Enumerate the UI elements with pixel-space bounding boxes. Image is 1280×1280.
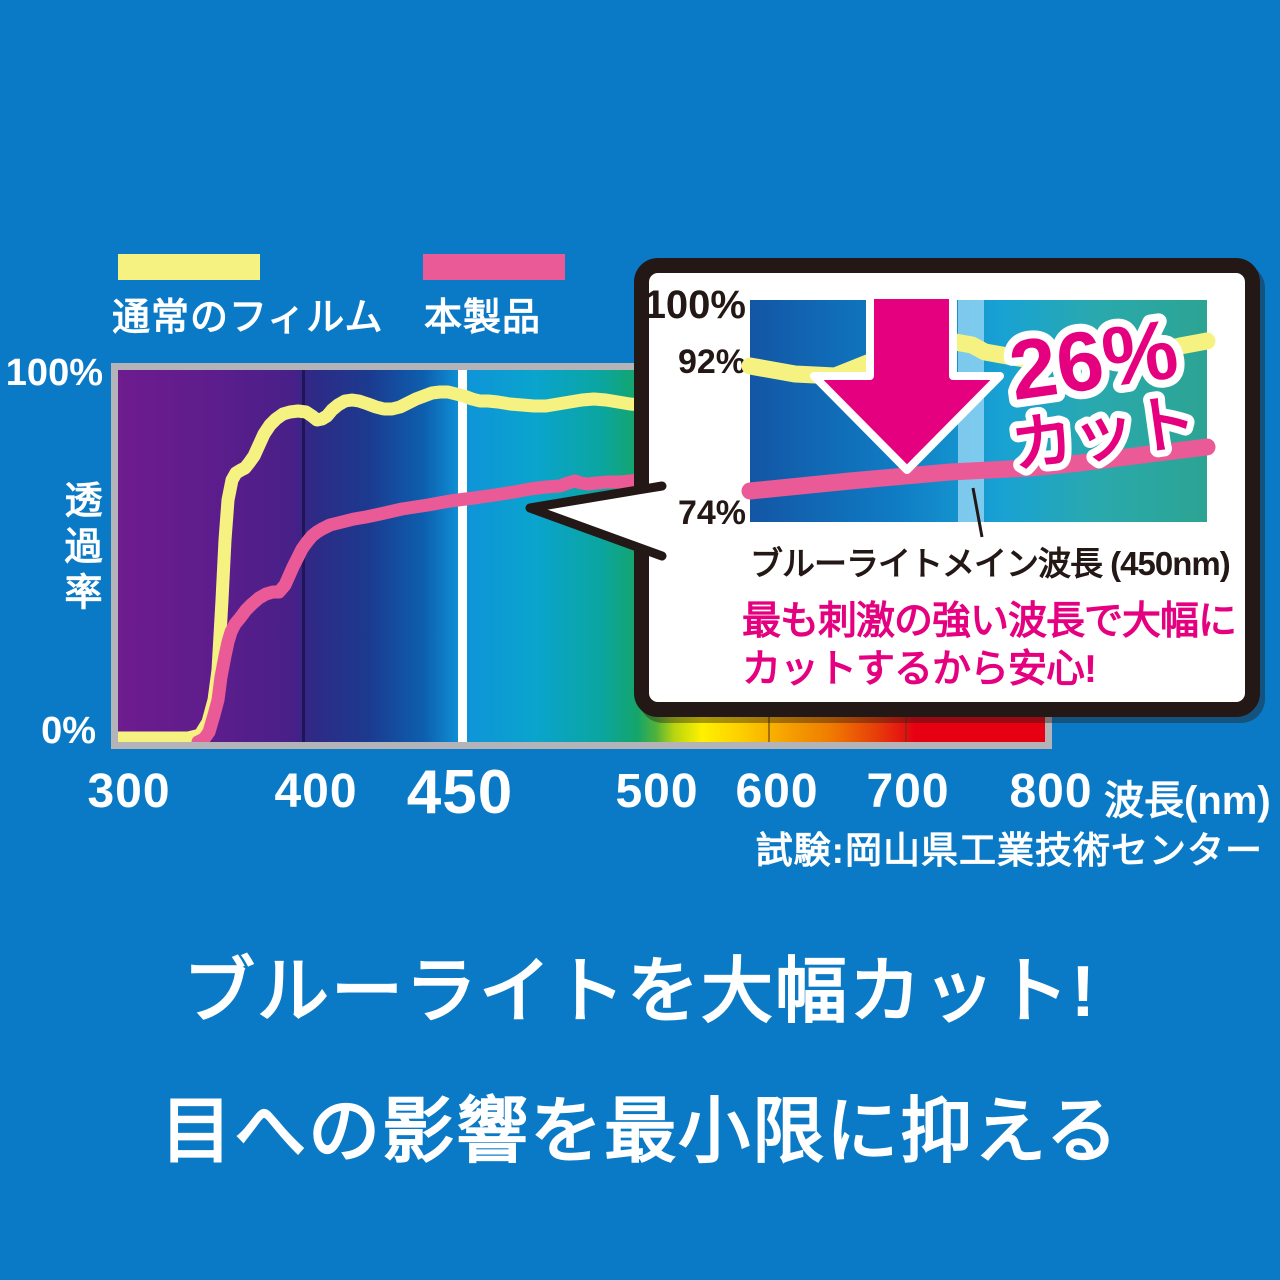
wavelength-caption: ブルーライトメイン波長 (450nm) <box>750 545 1231 582</box>
legend-swatch-normal-film <box>118 254 260 280</box>
cut-badge: 26% カット <box>996 293 1208 488</box>
cut-down-arrow-icon <box>810 291 1004 474</box>
callout-tail <box>525 481 667 561</box>
callout-label-100: 100% <box>643 283 746 327</box>
x-tick-600: 600 <box>735 765 819 818</box>
test-source-caption: 試験:岡山県工業技術センター <box>755 830 1263 871</box>
callout-tail-shape <box>525 481 667 561</box>
callout-note-line1: 最も刺激の強い波長で大幅に <box>742 600 1237 643</box>
marker-line-450nm <box>458 370 467 742</box>
curve-product <box>191 473 649 742</box>
leader-line-stroke <box>971 487 984 538</box>
legend-swatch-product <box>423 254 565 280</box>
tagline-line1: ブルーライトを大幅カット! <box>183 952 1097 1032</box>
mini-chart-drawing: 26% カット <box>741 291 1216 522</box>
curve-normal-film <box>118 385 649 742</box>
tick-600nm <box>768 702 770 742</box>
y-axis-title: 透過率 <box>58 480 100 618</box>
callout-mini-chart: 26% カット <box>741 291 1216 522</box>
tagline-line2: 目への影響を最小限に抑える <box>160 1092 1120 1172</box>
x-tick-450: 450 <box>406 758 514 827</box>
tick-700nm <box>905 702 907 742</box>
callout-note-line2: カットするから安心! <box>742 648 1097 691</box>
transmittance-curves <box>118 385 649 742</box>
callout-label-74: 74% <box>677 494 746 532</box>
x-tick-300: 300 <box>87 765 171 818</box>
legend-label-product: 本製品 <box>424 297 542 339</box>
leader-line <box>971 487 984 538</box>
y-axis-min-label: 0% <box>41 710 96 752</box>
x-axis-unit-label: 波長(nm) <box>1104 779 1271 823</box>
mini-curve-product <box>741 438 1216 500</box>
x-tick-500: 500 <box>615 765 699 818</box>
x-tick-800: 800 <box>1009 765 1093 818</box>
legend-label-normal-film: 通常のフィルム <box>112 297 384 339</box>
x-tick-400: 400 <box>274 765 358 818</box>
callout-label-92: 92% <box>677 343 746 381</box>
x-tick-700: 700 <box>866 765 950 818</box>
y-axis-max-label: 100% <box>5 352 103 394</box>
